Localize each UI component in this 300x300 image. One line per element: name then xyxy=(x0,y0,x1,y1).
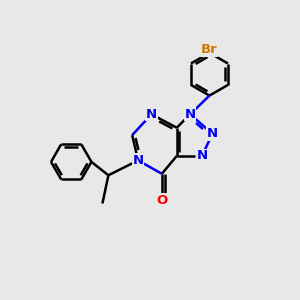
Text: Br: Br xyxy=(201,43,218,56)
Text: N: N xyxy=(146,108,157,121)
Text: O: O xyxy=(156,194,167,207)
Text: N: N xyxy=(133,154,144,167)
Text: N: N xyxy=(184,108,196,121)
Text: N: N xyxy=(196,149,208,162)
Text: N: N xyxy=(207,127,218,140)
